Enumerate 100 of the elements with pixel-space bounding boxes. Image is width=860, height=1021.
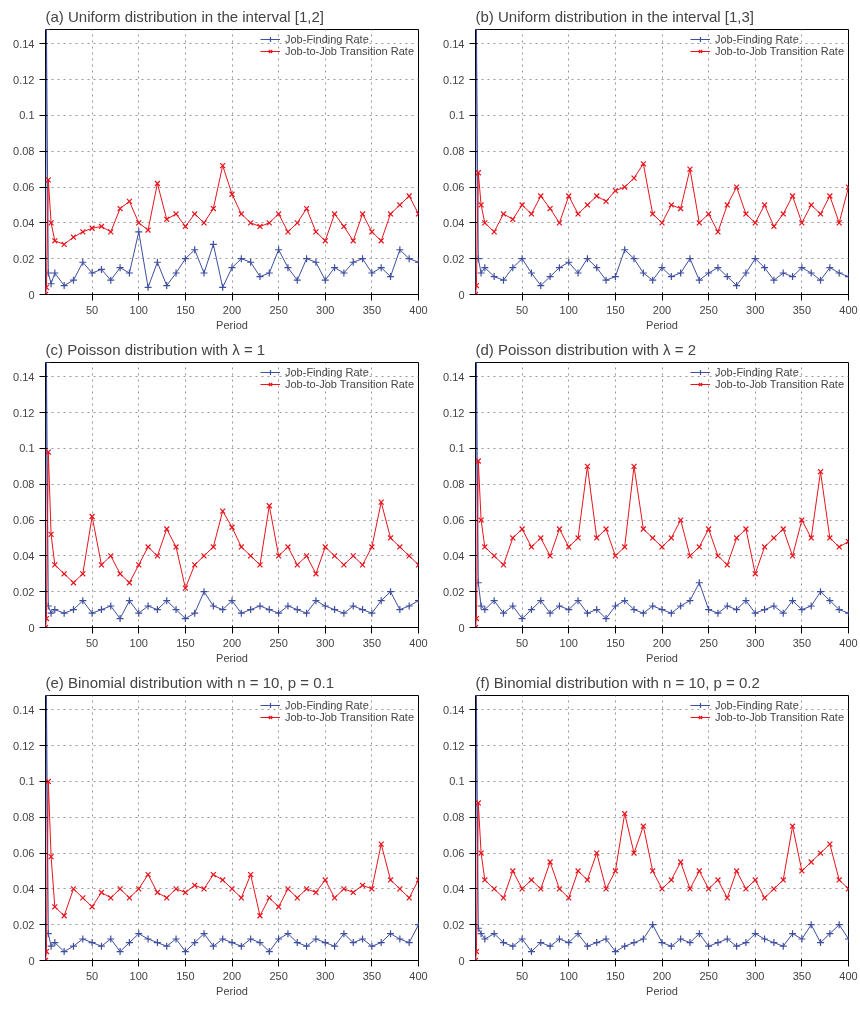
y-tick-label: 0: [28, 621, 35, 634]
y-tick-label: 0.1: [449, 442, 465, 455]
x-tick-label: 250: [699, 303, 718, 316]
y-tick-label: 0: [28, 954, 35, 967]
y-tick-label: 0.12: [13, 406, 35, 419]
y-tick-label: 0.04: [443, 216, 465, 229]
y-tick-label: 0.02: [443, 918, 465, 931]
chart-title: (a) Uniform distribution in the interval [1,2]: [45, 7, 324, 25]
y-tick-label: 0.08: [13, 145, 35, 158]
x-axis-title: Period: [646, 318, 678, 331]
x-tick-label: 300: [746, 636, 765, 649]
y-tick-label: 0.12: [443, 406, 465, 419]
x-tick-label: 350: [362, 303, 382, 316]
chart-title: (f) Binomial distribution with n = 10, p = 0.2: [475, 673, 760, 691]
x-tick-label: 400: [839, 303, 858, 316]
x-tick-label: 250: [699, 969, 718, 982]
x-tick-label: 350: [792, 636, 812, 649]
x-tick-label: 200: [222, 303, 242, 316]
x-axis-title: Period: [646, 984, 678, 997]
chart-title: (c) Poisson distribution with λ = 1: [45, 340, 266, 358]
y-tick-label: 0.1: [19, 775, 35, 788]
legend-label: Job-to-Job Transition Rate: [714, 378, 844, 390]
x-tick-label: 400: [409, 303, 428, 316]
y-tick-label: 0.14: [13, 37, 35, 50]
y-tick-label: 0.1: [449, 109, 465, 122]
legend-label: Job-Finding Rate: [714, 33, 799, 45]
x-tick-label: 100: [559, 969, 578, 982]
y-tick-label: 0.02: [13, 585, 35, 598]
x-tick-label: 300: [316, 636, 335, 649]
y-tick-label: 0.02: [443, 252, 465, 265]
y-tick-label: 0.08: [443, 478, 465, 491]
y-tick-label: 0.06: [443, 181, 465, 194]
x-tick-label: 350: [792, 303, 812, 316]
x-tick-label: 400: [409, 969, 428, 982]
x-tick-label: 100: [129, 303, 148, 316]
y-tick-label: 0.1: [19, 109, 35, 122]
x-axis-title: Period: [646, 651, 678, 664]
y-tick-label: 0.14: [13, 703, 35, 716]
y-tick-label: 0.06: [13, 514, 35, 527]
x-tick-label: 300: [746, 969, 765, 982]
x-tick-label: 400: [409, 636, 428, 649]
y-tick-label: 0.14: [13, 370, 35, 383]
y-tick-label: 0.08: [443, 811, 465, 824]
x-tick-label: 250: [269, 969, 288, 982]
legend-label: Job-to-Job Transition Rate: [284, 45, 414, 57]
x-tick-label: 150: [176, 969, 195, 982]
y-tick-label: 0.08: [13, 478, 35, 491]
y-tick-label: 0.14: [443, 703, 465, 716]
x-tick-label: 350: [792, 969, 812, 982]
x-tick-label: 250: [699, 636, 718, 649]
legend-label: Job-to-Job Transition Rate: [284, 378, 414, 390]
legend-label: Job-Finding Rate: [284, 366, 369, 378]
x-tick-label: 150: [176, 303, 195, 316]
x-tick-label: 250: [269, 303, 288, 316]
y-tick-label: 0.06: [13, 181, 35, 194]
y-tick-label: 0.06: [443, 514, 465, 527]
x-tick-label: 50: [516, 969, 529, 982]
y-tick-label: 0.12: [443, 739, 465, 752]
y-tick-label: 0.06: [13, 847, 35, 860]
y-tick-label: 0.06: [443, 847, 465, 860]
y-tick-label: 0.1: [449, 775, 465, 788]
x-axis-title: Period: [216, 318, 248, 331]
y-tick-label: 0.12: [13, 73, 35, 86]
x-tick-label: 150: [606, 969, 625, 982]
x-axis-title: Period: [216, 651, 248, 664]
x-axis-title: Period: [216, 984, 248, 997]
y-tick-label: 0: [28, 288, 35, 301]
x-tick-label: 100: [559, 303, 578, 316]
x-tick-label: 300: [746, 303, 765, 316]
y-tick-label: 0.02: [13, 918, 35, 931]
y-tick-label: 0.04: [443, 549, 465, 562]
x-tick-label: 200: [652, 969, 672, 982]
x-tick-label: 50: [86, 303, 99, 316]
x-tick-label: 50: [86, 636, 99, 649]
legend-label: Job-to-Job Transition Rate: [714, 711, 844, 723]
chart-title: (d) Poisson distribution with λ = 2: [475, 340, 697, 358]
y-tick-label: 0: [458, 621, 465, 634]
y-tick-label: 0.1: [19, 442, 35, 455]
x-tick-label: 150: [606, 303, 625, 316]
x-tick-label: 400: [839, 636, 858, 649]
x-tick-label: 50: [516, 636, 529, 649]
y-tick-label: 0.12: [13, 739, 35, 752]
legend-label: Job-Finding Rate: [284, 699, 369, 711]
legend-label: Job-Finding Rate: [284, 33, 369, 45]
x-tick-label: 50: [516, 303, 529, 316]
chart-title: (e) Binomial distribution with n = 10, p = 0.1: [45, 673, 334, 691]
x-tick-label: 200: [222, 969, 242, 982]
x-tick-label: 200: [652, 636, 672, 649]
x-tick-label: 100: [559, 636, 578, 649]
legend-label: Job-to-Job Transition Rate: [714, 45, 844, 57]
x-tick-label: 200: [652, 303, 672, 316]
x-tick-label: 50: [86, 969, 99, 982]
y-tick-label: 0.02: [13, 252, 35, 265]
x-tick-label: 150: [606, 636, 625, 649]
legend-label: Job-Finding Rate: [714, 699, 799, 711]
x-tick-label: 400: [839, 969, 858, 982]
y-tick-label: 0.08: [443, 145, 465, 158]
legend-label: Job-Finding Rate: [714, 366, 799, 378]
y-tick-label: 0.04: [443, 882, 465, 895]
x-tick-label: 100: [129, 969, 148, 982]
